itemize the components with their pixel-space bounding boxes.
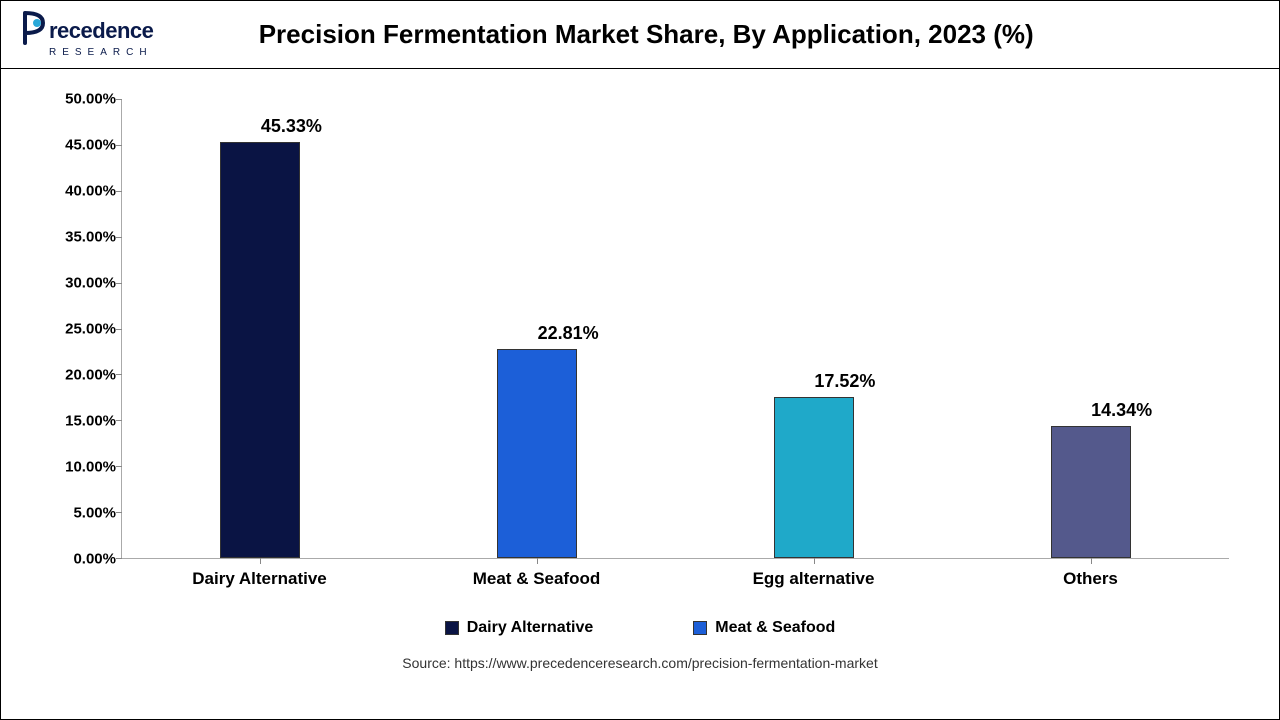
x-tick	[260, 558, 261, 564]
legend-label: Dairy Alternative	[467, 619, 594, 637]
y-tick	[116, 329, 122, 330]
y-axis: 0.00%5.00%10.00%15.00%20.00%25.00%30.00%…	[51, 99, 116, 559]
y-tick	[116, 191, 122, 192]
bar: 22.81%	[497, 349, 577, 558]
header: recedence RESEARCH Precision Fermentatio…	[1, 1, 1279, 69]
bar-group: 45.33%	[139, 99, 383, 558]
bar: 45.33%	[220, 142, 300, 558]
bar: 17.52%	[774, 397, 854, 558]
y-tick	[116, 237, 122, 238]
y-tick-label: 40.00%	[51, 183, 116, 200]
y-tick-label: 45.00%	[51, 137, 116, 154]
y-tick	[116, 420, 122, 421]
y-tick	[116, 512, 122, 513]
chart-title: Precision Fermentation Market Share, By …	[153, 19, 1259, 50]
bar-group: 22.81%	[415, 99, 659, 558]
logo-subtext: RESEARCH	[49, 47, 153, 58]
y-tick	[116, 145, 122, 146]
bars-row: 45.33% 22.81% 17.52% 14.34%	[122, 99, 1229, 558]
chart-container: 0.00% 5.00% 10.00% 15.00% 20.00% 25.00% 30.00%…	[1, 69, 1279, 609]
y-tick-label: 5.00%	[51, 505, 116, 522]
y-tick	[116, 374, 122, 375]
x-tick	[814, 558, 815, 564]
y-tick-label: 35.00%	[51, 229, 116, 246]
x-axis-label: Meat & Seafood	[415, 569, 659, 589]
y-tick	[116, 283, 122, 284]
legend-swatch	[693, 621, 707, 635]
y-tick	[116, 99, 122, 100]
y-tick-label: 15.00%	[51, 413, 116, 430]
bar: 14.34%	[1051, 426, 1131, 558]
chart-frame: recedence RESEARCH Precision Fermentatio…	[0, 0, 1280, 720]
x-axis-label: Others	[969, 569, 1213, 589]
logo: recedence RESEARCH	[21, 11, 153, 58]
bar-group: 17.52%	[692, 99, 936, 558]
x-axis-label: Dairy Alternative	[138, 569, 382, 589]
x-tick	[1091, 558, 1092, 564]
plot-inner: 45.33% 22.81% 17.52% 14.34%	[121, 99, 1229, 559]
y-tick	[116, 466, 122, 467]
y-tick-label: 50.00%	[51, 91, 116, 108]
legend-label: Meat & Seafood	[715, 619, 835, 637]
plot-area: 0.00%5.00%10.00%15.00%20.00%25.00%30.00%…	[121, 99, 1229, 559]
y-tick-label: 25.00%	[51, 321, 116, 338]
legend-item: Meat & Seafood	[693, 619, 835, 637]
bar-value-label: 17.52%	[775, 371, 915, 392]
bar-value-label: 14.34%	[1052, 400, 1192, 421]
x-tick	[537, 558, 538, 564]
y-tick-label: 20.00%	[51, 367, 116, 384]
legend-item: Dairy Alternative	[445, 619, 594, 637]
y-tick	[116, 558, 122, 559]
bar-value-label: 22.81%	[498, 323, 638, 344]
legend: Dairy Alternative Meat & Seafood	[51, 619, 1229, 637]
y-tick-label: 30.00%	[51, 275, 116, 292]
x-axis-labels: Dairy Alternative Meat & Seafood Egg alter…	[121, 569, 1229, 589]
legend-swatch	[445, 621, 459, 635]
y-tick-label: 0.00%	[51, 551, 116, 568]
logo-text: recedence	[49, 18, 153, 44]
bar-group: 14.34%	[969, 99, 1213, 558]
x-axis-label: Egg alternative	[692, 569, 936, 589]
source-text: Source: https://www.precedenceresearch.c…	[51, 655, 1229, 671]
bar-value-label: 45.33%	[221, 116, 361, 137]
y-tick-label: 10.00%	[51, 459, 116, 476]
logo-p-icon	[21, 11, 47, 51]
